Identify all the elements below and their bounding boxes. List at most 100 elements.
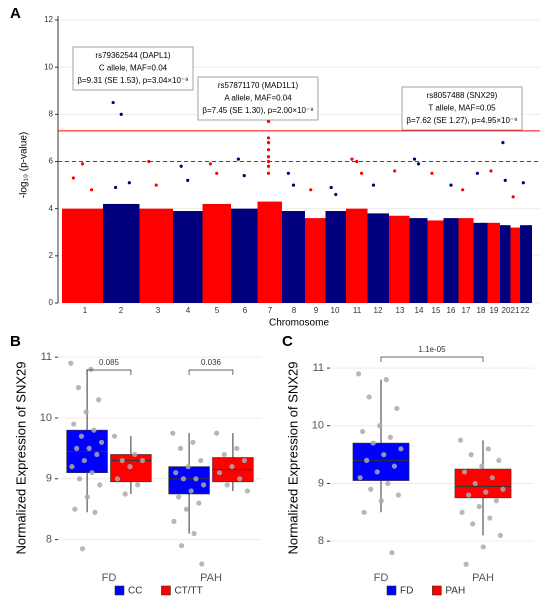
y-tick-label: 11 (313, 362, 324, 374)
data-point (68, 360, 74, 366)
snp-point (430, 171, 434, 175)
snp-point (412, 157, 417, 161)
x-tick-label: PAH (472, 572, 494, 584)
data-point (370, 440, 376, 446)
legend-swatch (114, 585, 125, 596)
y-tick-label: 0 (49, 298, 54, 307)
annotation-box (197, 76, 319, 121)
snp-point (71, 176, 75, 180)
annotation-text: β=7.45 (SE 1.30), p=2.00×10⁻⁸ (202, 106, 313, 115)
snp-point (350, 157, 354, 161)
x-tick-label: FD (102, 572, 117, 584)
snp-density (103, 203, 140, 303)
y-tick-label: 4 (49, 204, 54, 213)
data-point (361, 509, 367, 515)
snp-density (367, 213, 389, 303)
annotation-box (401, 86, 523, 131)
data-point (81, 457, 87, 464)
y-axis-label: Normalized Expression of SNX29 (13, 362, 28, 555)
snp-point (186, 178, 190, 182)
data-point (196, 500, 202, 506)
data-point (389, 550, 395, 556)
data-point (86, 445, 92, 451)
data-point (89, 470, 95, 476)
snp-density (487, 222, 500, 303)
data-point (188, 488, 194, 494)
data-point (357, 475, 363, 481)
data-point (191, 530, 197, 537)
data-point (84, 494, 90, 500)
data-point (92, 509, 98, 515)
x-tick-label: 13 (396, 306, 405, 315)
x-tick-label: 14 (415, 306, 424, 315)
data-point (122, 491, 128, 497)
x-tick-label: 1 (83, 306, 88, 315)
data-point (178, 543, 185, 549)
data-point (497, 532, 504, 538)
snp-point (215, 171, 219, 175)
y-tick-label: 8 (318, 535, 324, 547)
legend-label: PAH (445, 586, 465, 597)
snp-point (501, 141, 505, 145)
x-tick-label: 8 (292, 306, 297, 315)
snp-point (266, 141, 271, 145)
snp-point (416, 162, 421, 166)
legend-swatch (432, 585, 442, 596)
snp-point (236, 157, 240, 161)
panel-label: A (10, 5, 21, 22)
snp-density (500, 225, 511, 303)
snp-point (355, 159, 359, 164)
data-point (234, 445, 240, 451)
data-point (190, 439, 196, 445)
snp-density (409, 218, 428, 303)
snp-point (208, 162, 213, 166)
data-point (221, 451, 227, 458)
panel-label: B (10, 333, 21, 350)
annotation-text: β=7.62 (SE 1.27), p=4.95×10⁻⁹ (406, 116, 517, 125)
data-point (91, 427, 97, 433)
annotation-text: A allele, MAF=0.04 (224, 94, 292, 103)
annotation-box (72, 46, 194, 91)
legend-label: CT/TT (174, 586, 202, 597)
data-point (74, 445, 80, 451)
data-point (457, 437, 464, 443)
data-point (483, 489, 489, 495)
snp-point (475, 171, 479, 175)
snp-density (202, 203, 231, 303)
snp-point (511, 195, 515, 199)
x-tick-label: 20 (502, 306, 511, 315)
snp-density (173, 211, 203, 303)
x-tick-label: 2 (119, 306, 124, 315)
data-point (79, 546, 86, 552)
annotation-text: rs57871170 (MAD1L1) (218, 81, 299, 90)
data-point (98, 439, 105, 445)
snp-density (389, 215, 410, 303)
data-point (185, 464, 191, 470)
data-point (500, 486, 506, 492)
data-point (213, 430, 220, 436)
snp-point (266, 155, 271, 159)
data-point (355, 371, 362, 377)
legend-label: CC (128, 586, 142, 597)
snp-point (127, 181, 131, 185)
y-tick-label: 12 (44, 15, 53, 24)
x-tick-label: 22 (521, 306, 530, 315)
x-axis-label: Chromosome (269, 318, 329, 329)
x-tick-label: 12 (374, 306, 383, 315)
x-tick-label: 18 (477, 306, 486, 315)
data-point (94, 451, 100, 458)
data-point (171, 518, 177, 524)
data-point (176, 494, 182, 500)
data-point (200, 482, 207, 488)
snp-density (282, 211, 305, 303)
snp-point (119, 112, 123, 116)
y-tick-label: 9 (318, 477, 324, 489)
data-point (132, 451, 138, 458)
data-point (139, 457, 146, 464)
y-axis-label: -log₁₀ (p-value) (19, 132, 30, 198)
data-point (359, 428, 366, 435)
snp-density (427, 220, 444, 303)
snp-point (147, 159, 151, 164)
